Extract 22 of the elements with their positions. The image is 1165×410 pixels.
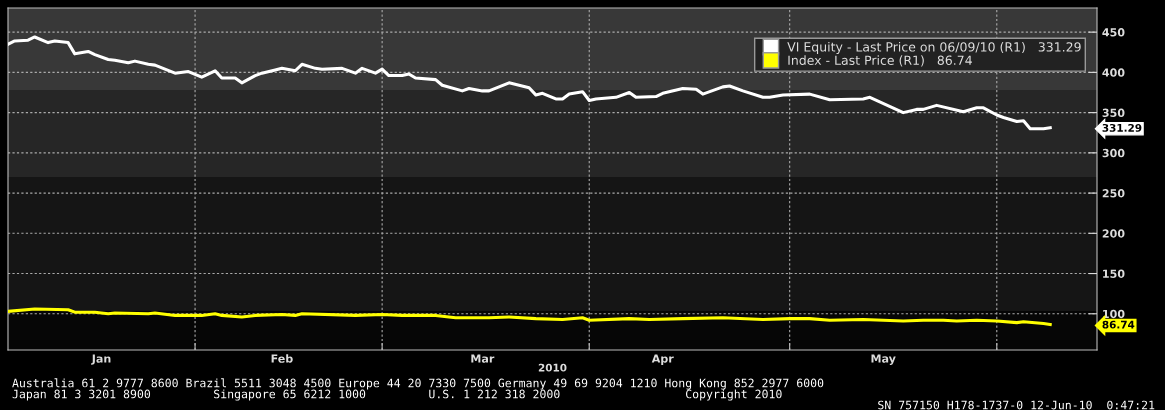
y-tick-label: 400 — [1102, 68, 1125, 77]
y-tick-label: 200 — [1102, 229, 1125, 238]
y-tick-label: 150 — [1103, 269, 1125, 278]
x-tick-label: Mar — [471, 354, 495, 363]
text: SN 757150 H178-1737-0 12-Jun-10 0:47:21 — [878, 400, 1155, 410]
y-tick-label: 450 — [1102, 28, 1125, 37]
y-tick-label: 350 — [1102, 108, 1125, 117]
y-tick-label: 86.74 — [1102, 320, 1135, 329]
line-series — [8, 307, 1052, 326]
legend-label: Index - Last Price (R1) 86.74 — [788, 55, 972, 67]
x-tick-label: May — [871, 354, 896, 365]
x-tick-label: Jan — [91, 354, 111, 365]
y-tick-label: 250 — [1102, 189, 1125, 198]
legend-label: VI Equity - Last Price on 06/09/10 (R1) 331.29 — [787, 41, 1081, 55]
x-tick-label: Feb — [271, 354, 293, 363]
x-axis-title: 2010 — [538, 363, 567, 372]
text: Japan 81 3 3201 8900 Singapore 65 6212 1000 U.S. 1 212 318 2000 Copyright 2010 — [12, 389, 782, 401]
x-tick-label: Apr — [651, 354, 674, 365]
y-tick-label: 331.29 — [1102, 123, 1142, 132]
y-tick-label: 100 — [1103, 309, 1125, 319]
text: Australia 61 2 9777 8600 Brazil 5511 3048 4500 Europe 44 20 7330 7500 Germany 49 69 9204 1210 Hong Kong 852 2977 6000 — [12, 378, 824, 390]
y-tick-label: 300 — [1102, 148, 1125, 158]
